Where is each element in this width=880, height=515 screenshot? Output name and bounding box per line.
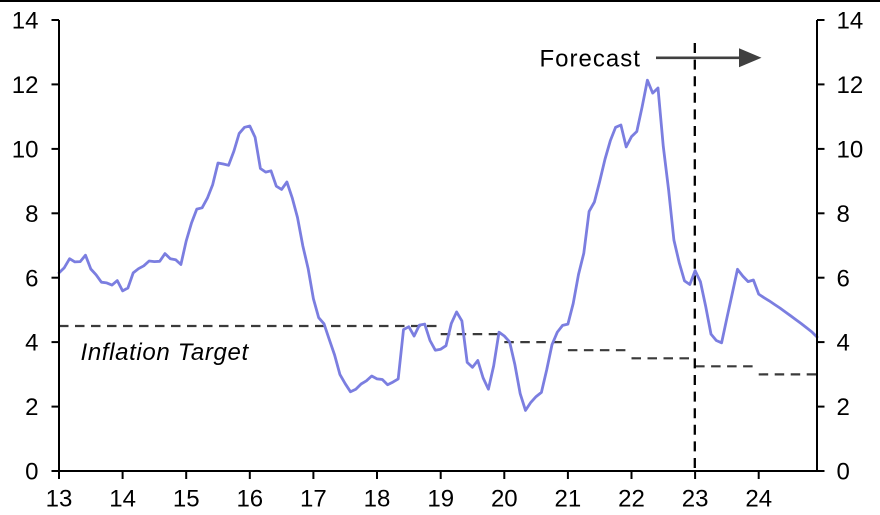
svg-text:18: 18: [364, 486, 391, 513]
svg-text:21: 21: [555, 486, 582, 513]
svg-text:Forecast: Forecast: [540, 46, 641, 73]
svg-text:2: 2: [25, 394, 38, 421]
svg-text:8: 8: [837, 201, 850, 228]
svg-text:13: 13: [46, 486, 73, 513]
svg-text:8: 8: [25, 201, 38, 228]
svg-text:22: 22: [618, 486, 645, 513]
svg-text:0: 0: [25, 459, 38, 486]
svg-text:6: 6: [837, 265, 850, 292]
svg-text:15: 15: [173, 486, 200, 513]
svg-text:2: 2: [837, 394, 850, 421]
svg-text:17: 17: [300, 486, 327, 513]
svg-text:14: 14: [837, 8, 864, 35]
svg-text:19: 19: [427, 486, 454, 513]
svg-text:10: 10: [837, 137, 864, 164]
svg-text:16: 16: [236, 486, 263, 513]
svg-text:14: 14: [109, 486, 136, 513]
svg-text:23: 23: [682, 486, 709, 513]
svg-text:14: 14: [12, 8, 39, 35]
svg-text:4: 4: [837, 330, 850, 357]
svg-text:24: 24: [745, 486, 772, 513]
svg-text:0: 0: [837, 459, 850, 486]
svg-text:12: 12: [837, 72, 864, 99]
svg-text:6: 6: [25, 265, 38, 292]
svg-text:Inflation Target: Inflation Target: [81, 339, 250, 366]
svg-text:20: 20: [491, 486, 518, 513]
svg-text:4: 4: [25, 330, 38, 357]
svg-text:10: 10: [12, 137, 39, 164]
svg-text:12: 12: [12, 72, 39, 99]
